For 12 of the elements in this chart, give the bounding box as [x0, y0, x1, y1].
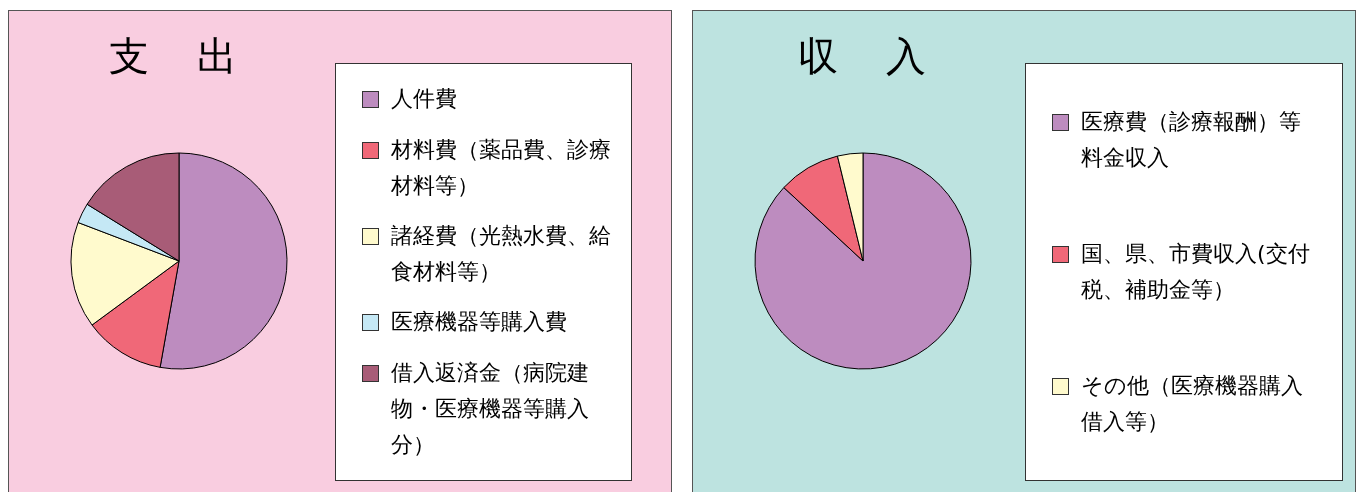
legend-label: 借入返済金（病院建物・医療機器等購入分）	[391, 358, 590, 459]
legend-label: 国、県、市費収入(交付税、補助金等）	[1081, 240, 1311, 304]
legend-label: 医療費（診療報酬）等料金収入	[1081, 108, 1302, 172]
legend-label: その他（医療機器購入借入等）	[1081, 372, 1304, 436]
legend-label: 諸経費（光熱水費、給食材料等）	[391, 221, 612, 286]
pie-slice	[783, 155, 864, 262]
legend-label: 人件費	[391, 85, 458, 114]
chart-title: 支 出	[109, 32, 241, 81]
chart-title: 収 入	[798, 32, 930, 81]
legend-label: 材料費（薬品費、診療材料等）	[391, 135, 612, 200]
legend-label: 医療機器等購入費	[391, 308, 568, 337]
pie-slice	[754, 152, 972, 370]
